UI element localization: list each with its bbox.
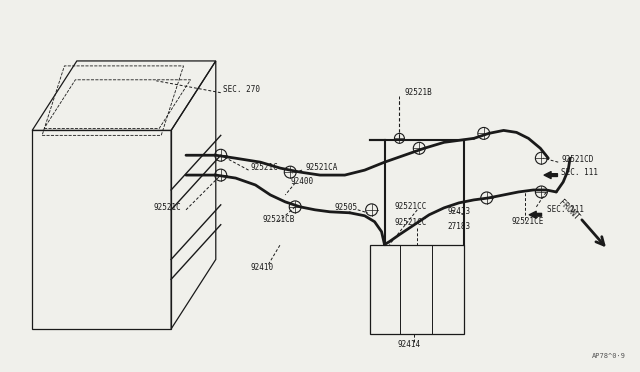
- Text: SEC. 111: SEC. 111: [561, 168, 598, 177]
- Text: 92521CC: 92521CC: [394, 202, 427, 211]
- Text: 27183: 27183: [447, 222, 470, 231]
- Text: 92521B: 92521B: [404, 88, 432, 97]
- Text: 92505: 92505: [335, 203, 358, 212]
- Text: 92521C: 92521C: [153, 203, 181, 212]
- Text: SEC. 211: SEC. 211: [547, 205, 584, 214]
- Text: 92521CA: 92521CA: [305, 163, 337, 171]
- Text: AP78^0·9: AP78^0·9: [592, 353, 626, 359]
- Text: SEC. 270: SEC. 270: [223, 85, 260, 94]
- Text: 92521CC: 92521CC: [394, 218, 427, 227]
- Text: FRONT: FRONT: [556, 198, 580, 222]
- Text: 92413: 92413: [447, 207, 470, 216]
- Text: 92410: 92410: [250, 263, 274, 272]
- Text: 92521C: 92521C: [250, 163, 278, 171]
- Text: 92414: 92414: [397, 340, 420, 349]
- Text: 92521CB: 92521CB: [262, 215, 295, 224]
- Text: 92521CE: 92521CE: [511, 217, 544, 226]
- Text: 92400: 92400: [290, 177, 314, 186]
- Text: 92521CD: 92521CD: [561, 155, 593, 164]
